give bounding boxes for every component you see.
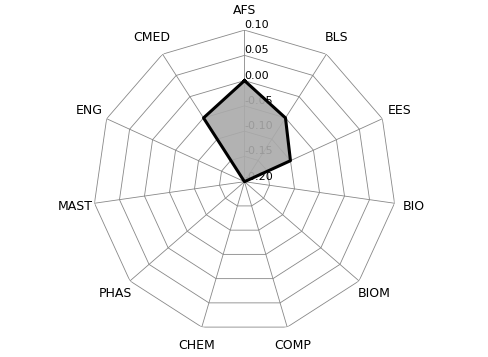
Polygon shape — [203, 81, 290, 182]
